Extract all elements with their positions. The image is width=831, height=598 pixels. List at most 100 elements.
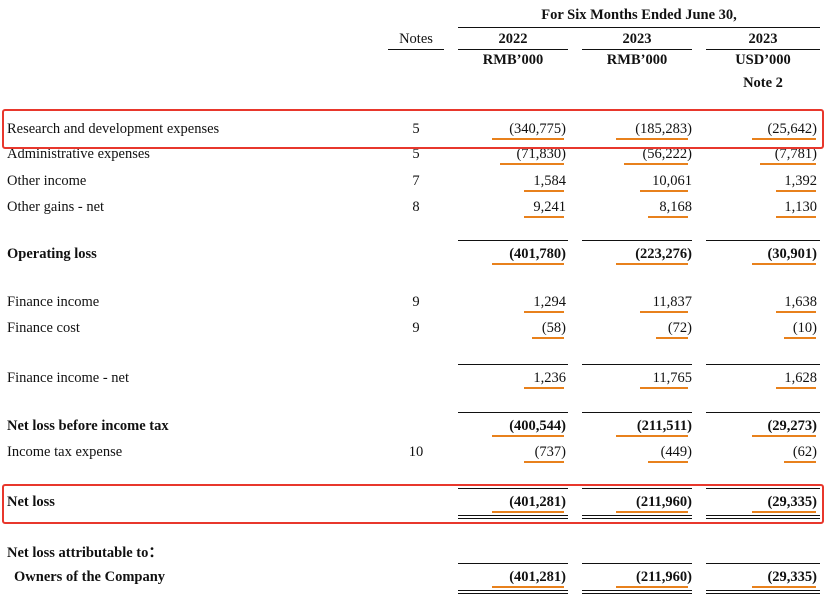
value-underline bbox=[624, 163, 688, 165]
value-underline bbox=[784, 337, 816, 339]
value-underline bbox=[648, 461, 688, 463]
value-underline bbox=[616, 586, 688, 588]
value-underline bbox=[492, 511, 564, 513]
value-underline bbox=[492, 138, 564, 140]
subtotal-rule bbox=[582, 240, 692, 241]
value-underline bbox=[752, 138, 816, 140]
notes-header: Notes bbox=[399, 31, 433, 47]
value-underline bbox=[776, 190, 816, 192]
subtotal-rule bbox=[458, 488, 568, 489]
row-value: (401,281) bbox=[509, 569, 566, 585]
col1-rule bbox=[458, 49, 568, 50]
value-underline bbox=[656, 337, 688, 339]
value-underline bbox=[492, 435, 564, 437]
row-value: (25,642) bbox=[767, 121, 817, 137]
total-double-rule bbox=[458, 590, 568, 591]
row-note: 7 bbox=[412, 173, 420, 189]
row-label: Operating loss bbox=[7, 246, 97, 262]
row-value: 1,584 bbox=[533, 173, 566, 189]
value-underline bbox=[752, 435, 816, 437]
row-value: 11,765 bbox=[652, 370, 692, 386]
col3-note: Note 2 bbox=[743, 75, 783, 91]
value-underline bbox=[752, 586, 816, 588]
value-underline bbox=[524, 461, 564, 463]
col2-unit: RMB’000 bbox=[606, 52, 668, 68]
col2-year: 2023 bbox=[622, 31, 652, 47]
row-value: (72) bbox=[667, 320, 692, 336]
value-underline bbox=[524, 311, 564, 313]
row-label: Other gains - net bbox=[7, 199, 105, 215]
total-double-rule bbox=[458, 518, 568, 519]
value-underline bbox=[640, 311, 688, 313]
subtotal-rule bbox=[582, 412, 692, 413]
row-note: 8 bbox=[412, 199, 420, 215]
row-label: Finance income bbox=[7, 294, 100, 310]
value-underline bbox=[524, 190, 564, 192]
total-double-rule bbox=[706, 593, 820, 594]
subtotal-rule bbox=[582, 563, 692, 564]
row-note: 9 bbox=[412, 320, 420, 336]
total-double-rule bbox=[582, 590, 692, 591]
subtotal-rule bbox=[706, 240, 820, 241]
value-underline bbox=[760, 163, 816, 165]
subtotal-rule bbox=[458, 364, 568, 365]
value-underline bbox=[616, 138, 688, 140]
value-underline bbox=[784, 461, 816, 463]
row-value: (62) bbox=[792, 444, 817, 460]
row-label: Net loss before income tax bbox=[7, 418, 169, 434]
row-note: 5 bbox=[412, 121, 420, 137]
total-double-rule bbox=[582, 515, 692, 516]
value-underline bbox=[500, 163, 564, 165]
col3-rule bbox=[706, 49, 820, 50]
row-value: (449) bbox=[660, 444, 692, 460]
col2-rule bbox=[582, 49, 692, 50]
row-value: (340,775) bbox=[509, 121, 566, 137]
subtotal-rule bbox=[706, 563, 820, 564]
subtotal-rule bbox=[582, 364, 692, 365]
subtotal-rule bbox=[706, 488, 820, 489]
row-label: Income tax expense bbox=[7, 444, 123, 460]
row-label: Finance income - net bbox=[7, 370, 129, 386]
row-value: (401,281) bbox=[509, 494, 566, 510]
row-value: (223,276) bbox=[635, 246, 692, 262]
col1-year: 2022 bbox=[498, 31, 528, 47]
row-note: 5 bbox=[412, 146, 420, 162]
row-value: 8,168 bbox=[659, 199, 692, 215]
value-underline bbox=[776, 216, 816, 218]
value-underline bbox=[524, 387, 564, 389]
value-underline bbox=[640, 387, 688, 389]
row-label: Finance cost bbox=[7, 320, 80, 336]
row-value: 9,241 bbox=[533, 199, 566, 215]
value-underline bbox=[648, 216, 688, 218]
row-value: (71,830) bbox=[516, 146, 566, 162]
row-value: (737) bbox=[534, 444, 566, 460]
subtotal-rule bbox=[458, 240, 568, 241]
subtotal-rule bbox=[458, 563, 568, 564]
total-double-rule bbox=[458, 515, 568, 516]
value-underline bbox=[640, 190, 688, 192]
row-label: Net loss attributable to： bbox=[7, 545, 163, 561]
row-value: (58) bbox=[541, 320, 566, 336]
row-value: (211,960) bbox=[636, 569, 692, 585]
row-value: (29,335) bbox=[767, 494, 817, 510]
row-label: Other income bbox=[7, 173, 87, 189]
row-value: (10) bbox=[792, 320, 817, 336]
row-label: Administrative expenses bbox=[7, 146, 150, 162]
row-value: (56,222) bbox=[642, 146, 692, 162]
row-label: Net loss bbox=[7, 494, 55, 510]
subtotal-rule bbox=[458, 412, 568, 413]
col3-year: 2023 bbox=[748, 31, 778, 47]
value-underline bbox=[524, 216, 564, 218]
row-value: (401,780) bbox=[509, 246, 566, 262]
total-double-rule bbox=[706, 518, 820, 519]
highlight-box-rnd bbox=[2, 109, 824, 149]
total-double-rule bbox=[582, 593, 692, 594]
value-underline bbox=[616, 263, 688, 265]
total-double-rule bbox=[582, 518, 692, 519]
row-note: 9 bbox=[412, 294, 420, 310]
row-note: 10 bbox=[408, 444, 424, 460]
row-value: 1,638 bbox=[784, 294, 817, 310]
value-underline bbox=[776, 311, 816, 313]
total-double-rule bbox=[706, 590, 820, 591]
subtotal-rule bbox=[582, 488, 692, 489]
